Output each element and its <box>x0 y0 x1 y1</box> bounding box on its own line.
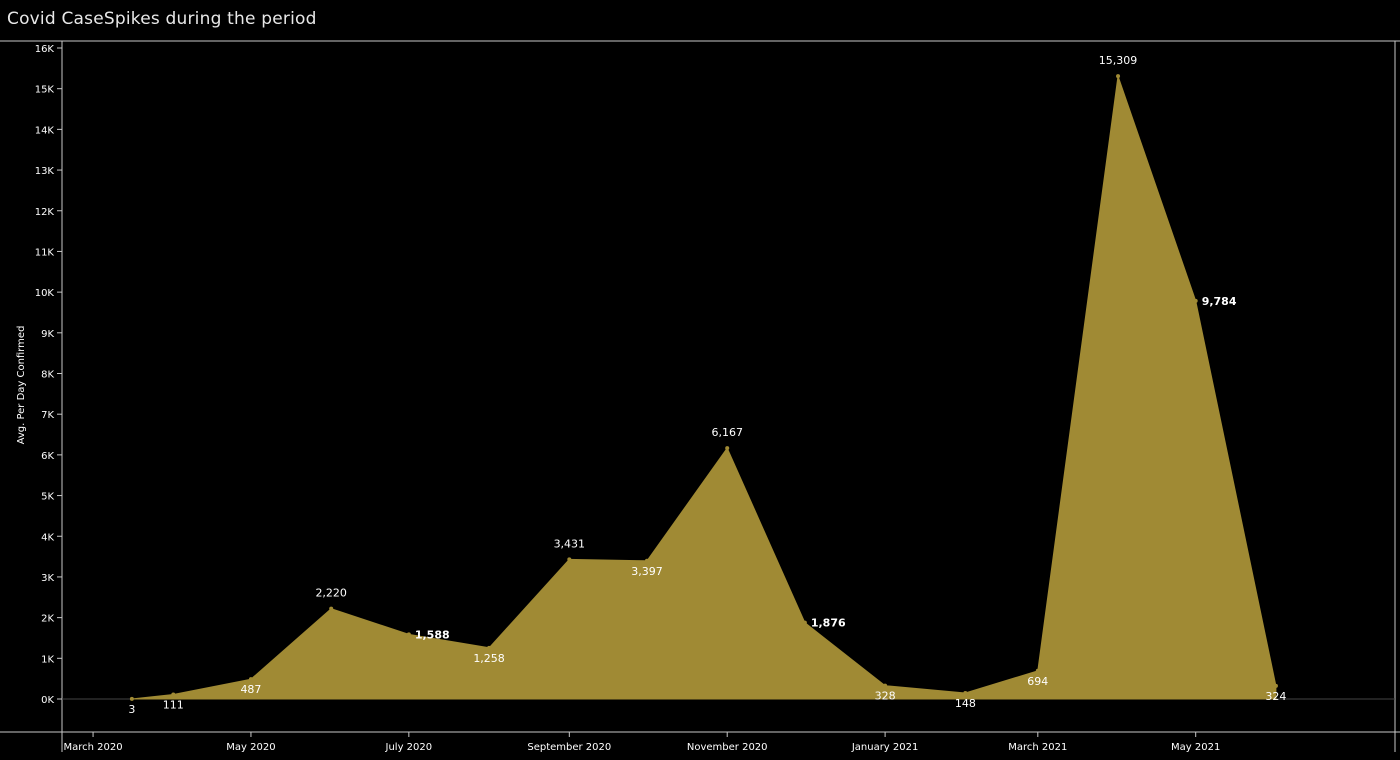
data-label: 1,588 <box>415 628 450 641</box>
data-label: 15,309 <box>1099 54 1138 67</box>
data-point[interactable] <box>1193 298 1198 303</box>
data-label: 9,784 <box>1202 295 1237 308</box>
data-point[interactable] <box>725 446 730 451</box>
data-point[interactable] <box>129 696 134 701</box>
y-tick-label: 9K <box>41 329 54 340</box>
chart-title: Covid CaseSpikes during the period <box>7 9 317 29</box>
y-tick-label: 12K <box>35 207 55 218</box>
data-label: 694 <box>1027 675 1048 688</box>
data-point[interactable] <box>883 683 888 688</box>
data-label: 3,431 <box>554 537 586 550</box>
y-tick-label: 11K <box>35 247 55 258</box>
data-point[interactable] <box>963 690 968 695</box>
x-tick-label: March 2021 <box>1008 742 1067 753</box>
y-tick-label: 8K <box>41 370 54 381</box>
data-point[interactable] <box>1273 683 1278 688</box>
x-tick-label: January 2021 <box>851 742 919 753</box>
data-point[interactable] <box>644 558 649 563</box>
y-tick-label: 16K <box>35 44 55 55</box>
y-tick-label: 2K <box>41 614 54 625</box>
data-label: 3,397 <box>631 565 663 578</box>
data-point[interactable] <box>802 620 807 625</box>
data-point[interactable] <box>171 692 176 697</box>
y-tick-label: 5K <box>41 492 54 503</box>
y-tick-label: 13K <box>35 166 55 177</box>
data-label: 148 <box>955 697 976 710</box>
x-tick-label: September 2020 <box>527 742 611 753</box>
data-point[interactable] <box>329 606 334 611</box>
x-tick-label: May 2020 <box>226 742 275 753</box>
y-tick-label: 14K <box>35 125 55 136</box>
x-tick-label: March 2020 <box>63 742 122 753</box>
y-tick-label: 1K <box>41 654 54 665</box>
data-point[interactable] <box>1116 74 1121 79</box>
area-series <box>131 75 1277 700</box>
y-tick-label: 6K <box>41 451 54 462</box>
data-label: 3 <box>128 703 135 716</box>
x-tick-label: November 2020 <box>687 742 768 753</box>
y-tick-label: 0K <box>41 695 54 706</box>
x-tick-label: July 2020 <box>385 742 433 753</box>
data-point[interactable] <box>487 645 492 650</box>
data-label: 487 <box>240 683 261 696</box>
y-tick-label: 15K <box>35 85 55 96</box>
y-axis-title: Avg. Per Day Confirmed <box>16 326 27 445</box>
data-label: 2,220 <box>315 587 347 600</box>
data-label: 328 <box>875 690 896 703</box>
data-label: 1,876 <box>811 617 846 630</box>
data-label: 324 <box>1265 690 1286 703</box>
data-point[interactable] <box>1035 668 1040 673</box>
y-tick-label: 4K <box>41 532 54 543</box>
data-label: 6,167 <box>711 426 743 439</box>
data-point[interactable] <box>406 632 411 637</box>
data-point[interactable] <box>567 557 572 562</box>
data-label: 1,258 <box>473 652 505 665</box>
data-point[interactable] <box>248 677 253 682</box>
x-tick-label: May 2021 <box>1171 742 1220 753</box>
data-label: 111 <box>163 698 184 711</box>
y-tick-label: 7K <box>41 410 54 421</box>
y-tick-label: 10K <box>35 288 55 299</box>
y-tick-label: 3K <box>41 573 54 584</box>
